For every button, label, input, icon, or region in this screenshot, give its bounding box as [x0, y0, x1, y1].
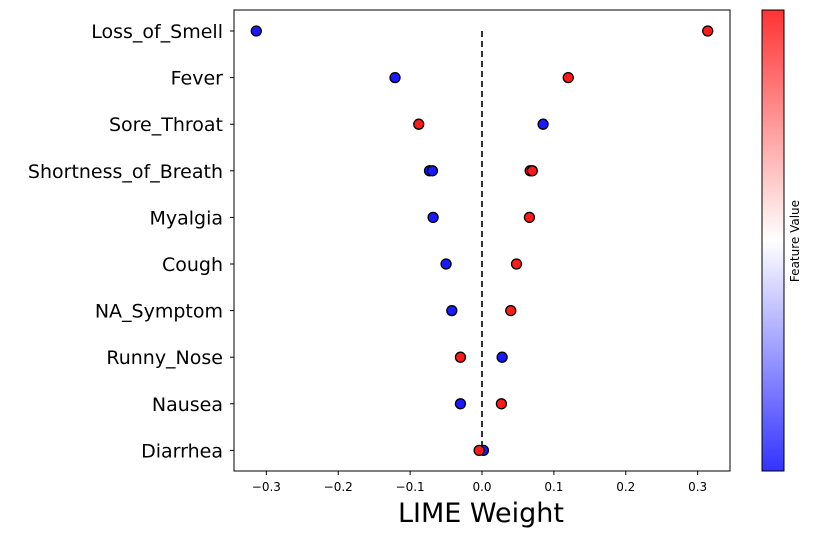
x-tick-label: 0.1	[544, 480, 563, 494]
x-tick-label: 0.2	[616, 480, 635, 494]
feature-label: Cough	[162, 254, 223, 276]
feature-label: Fever	[171, 68, 224, 90]
feature-label: Loss_of_Smell	[91, 21, 223, 43]
feature-label: Sore_Throat	[109, 114, 223, 136]
feature-label: Nausea	[152, 394, 223, 416]
lime-point	[389, 71, 401, 84]
lime-point	[473, 444, 485, 457]
lime-point	[440, 258, 452, 270]
x-tick-label: 0.3	[688, 480, 707, 494]
feature-label: NA_Symptom	[95, 301, 223, 323]
lime-point	[446, 304, 458, 317]
colorbar	[761, 9, 785, 472]
lime-point	[562, 71, 574, 84]
plot-area: −0.3 −0.2 −0.1 0.0 0.1 0.2 0.3 Loss_of_Smell Fev…	[28, 9, 731, 494]
lime-point	[510, 258, 523, 270]
lime-point	[523, 211, 536, 224]
lime-point	[537, 118, 549, 130]
lime-point	[426, 165, 439, 177]
lime-point	[250, 25, 262, 37]
lime-point	[496, 351, 508, 363]
feature-label: Myalgia	[149, 207, 223, 229]
x-axis-label: LIME Weight	[398, 498, 564, 529]
feature-label: Runny_Nose	[106, 347, 223, 369]
x-tick-label: 0.0	[472, 480, 491, 494]
lime-point	[454, 398, 467, 410]
lime-point	[454, 351, 467, 363]
feature-label: Shortness_of_Breath	[28, 161, 223, 183]
x-tick-label: −0.2	[324, 480, 353, 494]
colorbar-label: Feature Value	[788, 200, 802, 282]
lime-point	[427, 211, 439, 224]
x-tick-label: −0.3	[252, 480, 281, 494]
feature-label: Diarrhea	[141, 440, 223, 462]
lime-point	[702, 25, 714, 37]
x-tick-label: −0.1	[396, 480, 425, 494]
lime-point	[505, 304, 517, 317]
lime-point	[526, 165, 538, 177]
lime-point	[495, 398, 508, 410]
lime-point	[413, 118, 425, 130]
